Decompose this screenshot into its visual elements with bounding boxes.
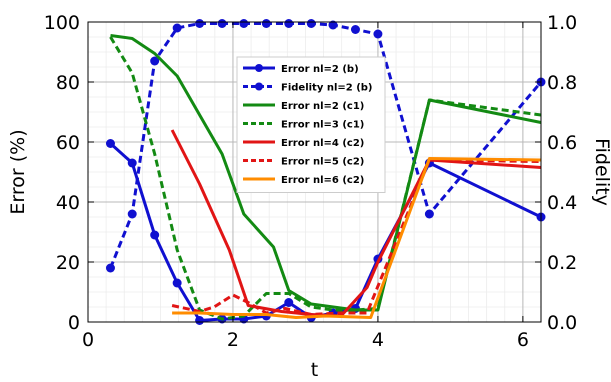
data-point-1 — [217, 19, 227, 28]
legend-label-0: Error nl=2 (b) — [281, 64, 359, 75]
y-tick-label: 80 — [56, 72, 80, 94]
data-point-1 — [350, 25, 360, 34]
data-point-0 — [150, 230, 160, 240]
data-point-0 — [172, 278, 182, 288]
series-line-2 — [110, 34, 542, 312]
plot-frame — [87, 21, 542, 323]
data-point-1 — [328, 20, 338, 30]
y2-tick-label: 0.8 — [547, 72, 577, 94]
series-line-5 — [171, 158, 542, 316]
legend-label-2: Error nl=2 (c1) — [281, 101, 364, 112]
data-point-1 — [127, 209, 137, 219]
x-tick-label: 4 — [372, 329, 384, 351]
data-point-0 — [284, 298, 294, 307]
data-point-1 — [239, 19, 249, 28]
y2-axis-label: Fidelity — [591, 138, 611, 206]
data-point-0 — [127, 158, 137, 168]
y2-tick-label: 0.4 — [547, 192, 577, 214]
y-tick-label: 60 — [56, 132, 80, 154]
legend-marker-1 — [255, 82, 263, 91]
data-point-1 — [105, 263, 115, 273]
data-point-1 — [284, 19, 294, 28]
data-point-1 — [150, 56, 160, 66]
y-axis-label: Error (%) — [7, 129, 29, 214]
data-point-1 — [306, 19, 316, 28]
x-axis-label: t — [311, 359, 318, 381]
y-tick-label: 100 — [44, 12, 80, 34]
x-tick-label: 0 — [82, 329, 94, 351]
legend-label-3: Error nl=3 (c1) — [281, 120, 364, 131]
y-tick-label: 40 — [56, 192, 80, 214]
legend-marker-0 — [255, 64, 263, 72]
legend-label-1: Fidelity nl=2 (b) — [281, 83, 373, 94]
data-point-1 — [195, 19, 205, 28]
series-layer — [105, 19, 546, 325]
y2-tick-label: 1.0 — [547, 12, 577, 34]
data-point-1 — [261, 19, 271, 28]
series-line-6 — [172, 157, 542, 319]
legend-label-4: Error nl=4 (c2) — [281, 138, 364, 149]
data-point-1 — [424, 209, 434, 219]
y-tick-label: 20 — [56, 252, 80, 274]
y2-tick-label: 0.0 — [547, 312, 577, 334]
series-line-3 — [109, 36, 542, 321]
y2-tick-label: 0.2 — [547, 252, 577, 274]
x-tick-label: 2 — [227, 329, 239, 351]
data-point-1 — [373, 29, 383, 39]
x-tick-label: 6 — [517, 329, 529, 351]
y2-tick-label: 0.6 — [547, 132, 577, 154]
legend-label-5: Error nl=5 (c2) — [281, 157, 364, 168]
legend: Error nl=2 (b) Fidelity nl=2 (b) Error nl=… — [236, 56, 386, 193]
legend-label-6: Error nl=6 (c2) — [281, 175, 364, 186]
data-point-0 — [195, 316, 205, 325]
data-point-1 — [172, 23, 182, 33]
y-tick-label: 0 — [68, 312, 80, 334]
data-point-0 — [105, 139, 115, 148]
